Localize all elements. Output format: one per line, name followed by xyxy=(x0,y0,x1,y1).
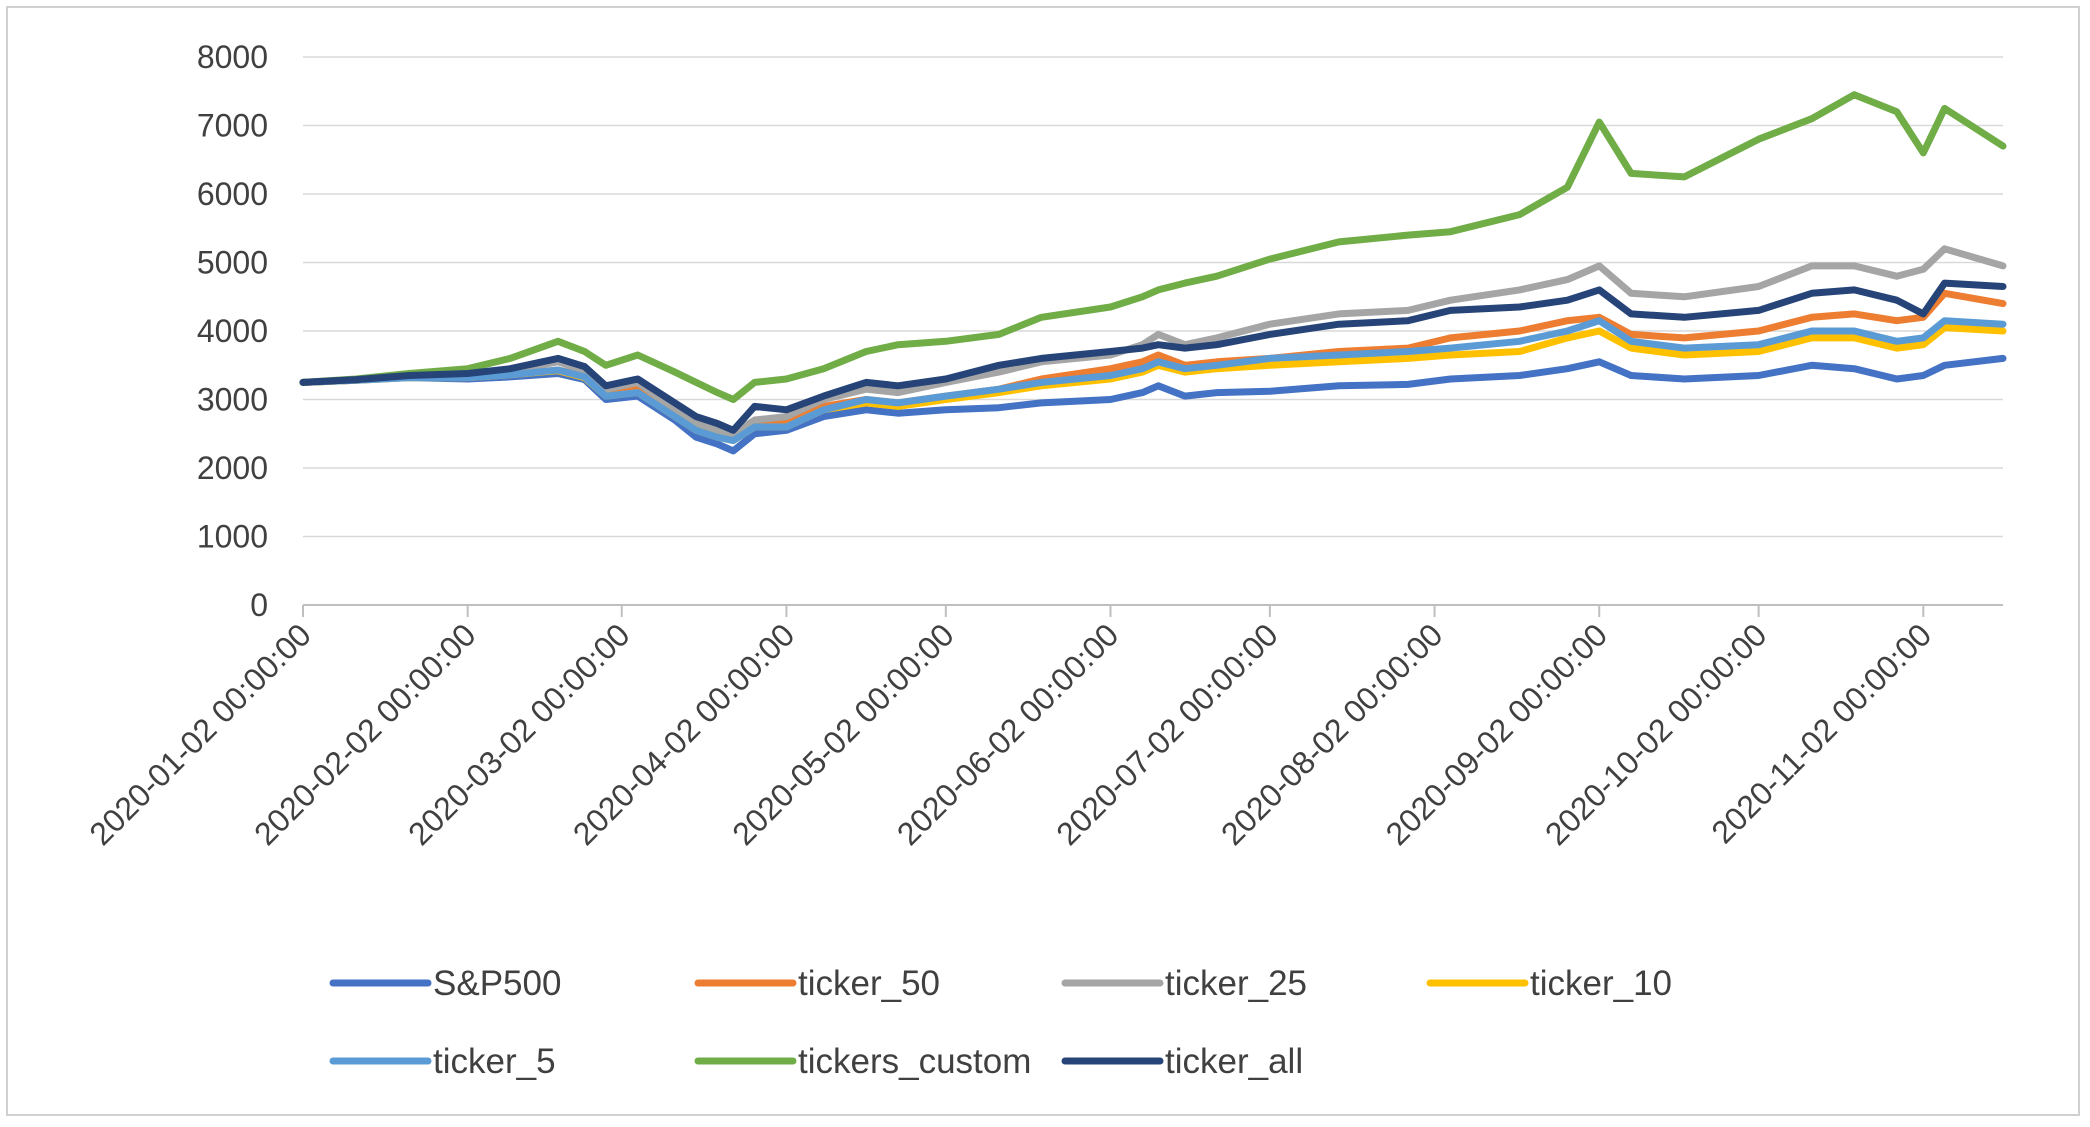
y-tick-label: 0 xyxy=(250,587,268,623)
legend: S&P500 ticker_50 ticker_25 ticker_10 ticker_… xyxy=(329,964,1672,1081)
y-tick-label: 6000 xyxy=(197,176,268,212)
line-chart: 0 1000 2000 3000 4000 5000 6000 7000 8000 2020-0… xyxy=(82,39,2007,1081)
legend-label-ticker-all: ticker_all xyxy=(1165,1042,1303,1081)
legend-label-ticker-50: ticker_50 xyxy=(798,964,940,1003)
y-tick-label: 4000 xyxy=(197,313,268,349)
y-tick-label: 3000 xyxy=(197,382,268,418)
legend-label-ticker-10: ticker_10 xyxy=(1530,964,1672,1003)
y-tick-label: 1000 xyxy=(197,519,268,555)
y-tick-label: 7000 xyxy=(197,108,268,144)
legend-label-ticker-25: ticker_25 xyxy=(1165,964,1307,1003)
y-axis: 0 1000 2000 3000 4000 5000 6000 7000 8000 xyxy=(197,39,268,623)
series-lines xyxy=(299,91,2007,455)
legend-label-ticker-5: ticker_5 xyxy=(433,1042,556,1081)
y-tick-label: 5000 xyxy=(197,245,268,281)
y-tick-label: 8000 xyxy=(197,39,268,75)
legend-label-s-p500: S&P500 xyxy=(433,964,561,1003)
series-line-ticker-all xyxy=(299,279,2007,434)
chart-frame: 0 1000 2000 3000 4000 5000 6000 7000 8000 2020-0… xyxy=(6,6,2080,1116)
y-tick-label: 2000 xyxy=(197,450,268,486)
series-line-ticker-5 xyxy=(299,317,2007,445)
series-line-tickers-custom xyxy=(299,91,2007,403)
gridlines xyxy=(303,56,2003,538)
legend-label-tickers-custom: tickers_custom xyxy=(798,1042,1031,1081)
